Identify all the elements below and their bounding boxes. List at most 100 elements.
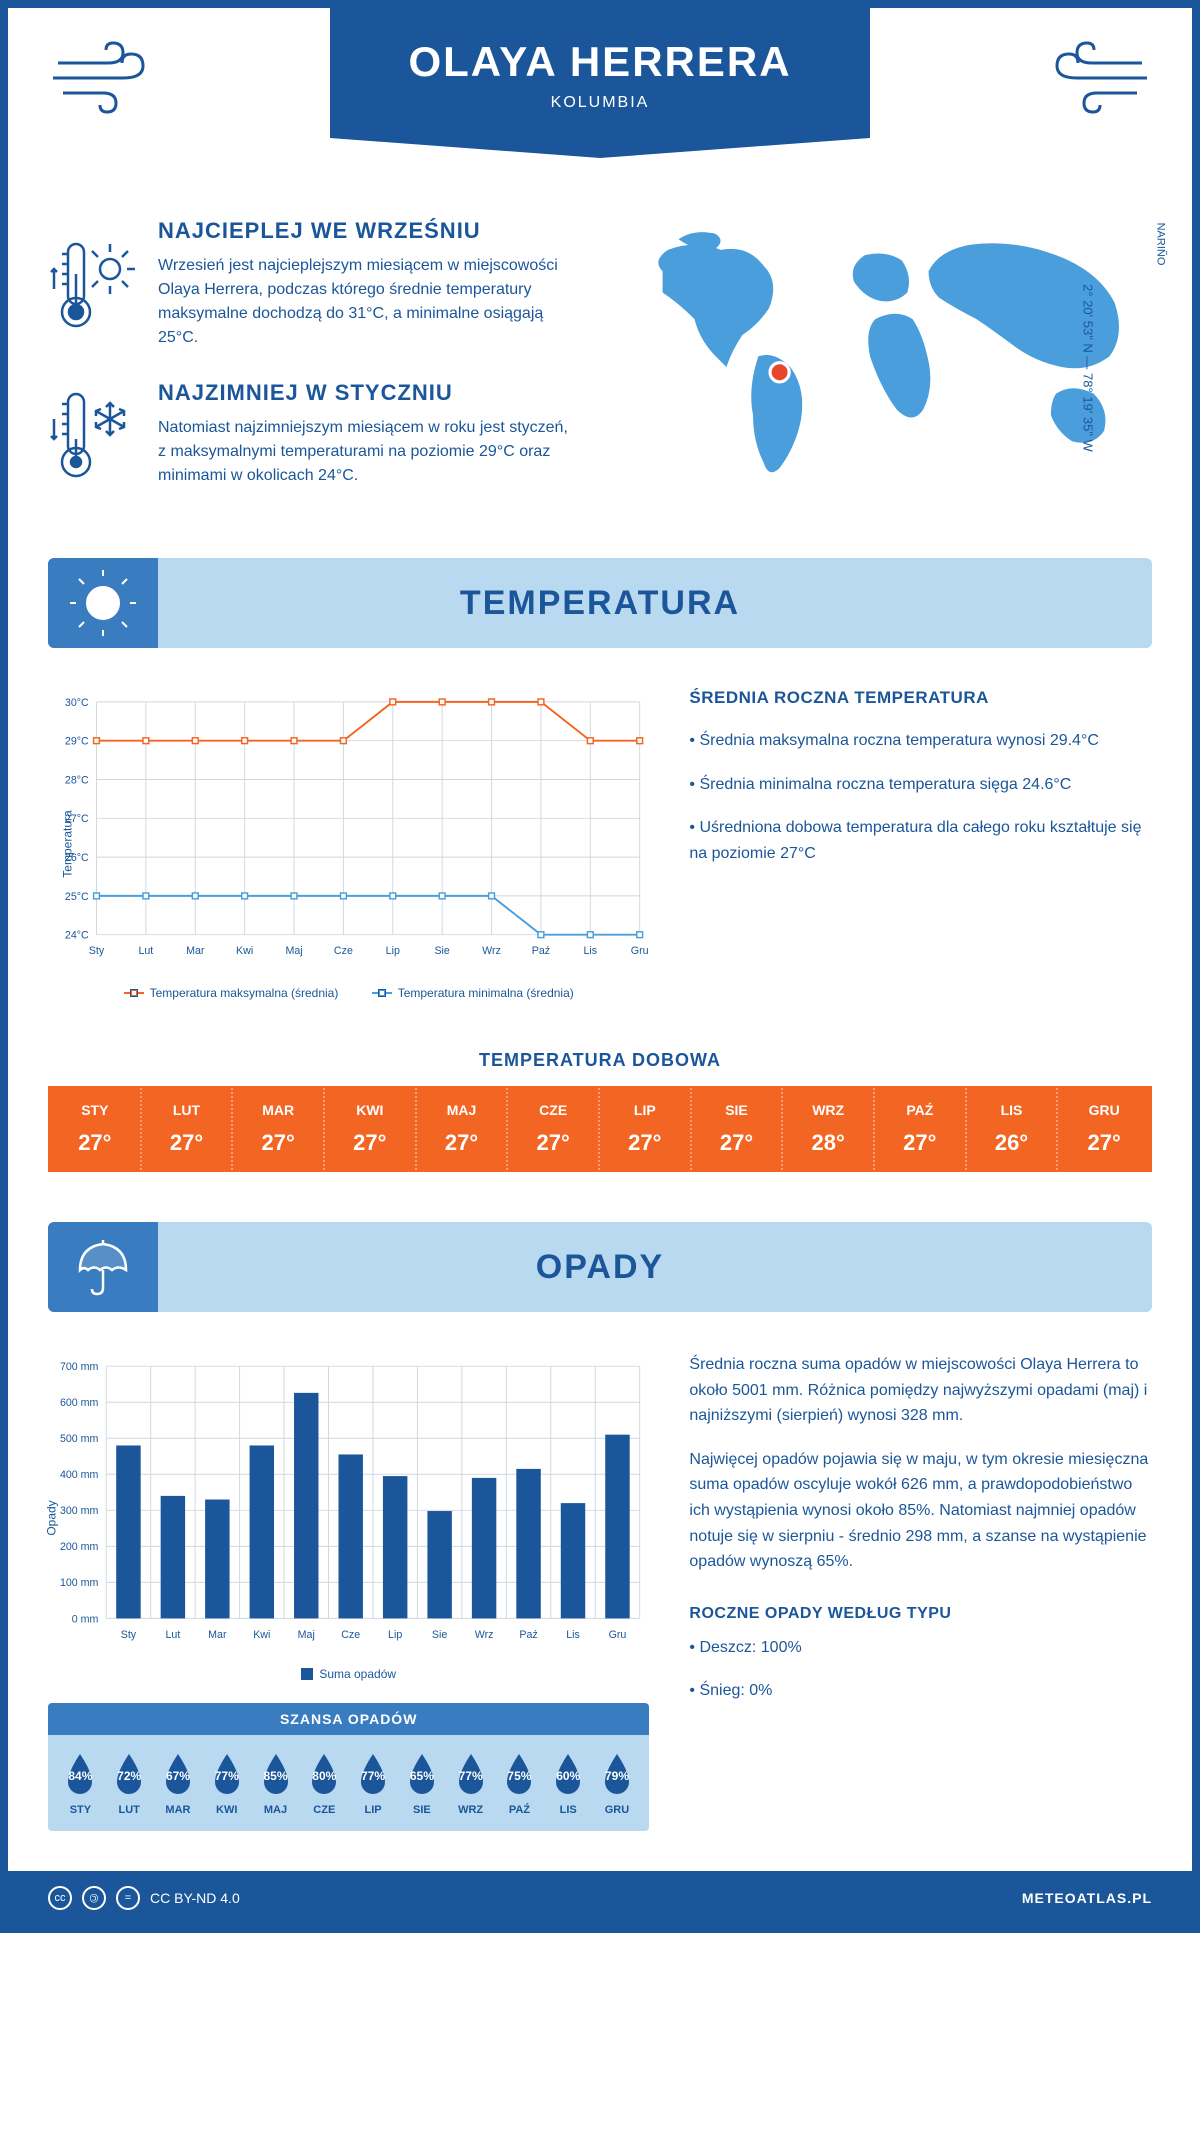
chance-cell: 72%LUT — [107, 1750, 152, 1816]
hot-info-block: NAJCIEPLEJ WE WRZEŚNIU Wrzesień jest naj… — [48, 218, 580, 350]
chance-cell: 79%GRU — [595, 1750, 640, 1816]
daily-temp-cell: KWI27° — [325, 1088, 417, 1170]
chance-cell: 80%CZE — [302, 1750, 347, 1816]
daily-temp-cell: LIP27° — [600, 1088, 692, 1170]
thermometer-hot-icon — [48, 218, 138, 350]
svg-text:100 mm: 100 mm — [60, 1577, 99, 1589]
svg-text:Maj: Maj — [285, 945, 302, 957]
daily-temp-cell: CZE27° — [508, 1088, 600, 1170]
cold-info-block: NAJZIMNIEJ W STYCZNIU Natomiast najzimni… — [48, 380, 580, 488]
wind-icon — [1042, 38, 1152, 134]
temperature-section-header: TEMPERATURA — [48, 558, 1152, 648]
temp-stat-item: • Średnia maksymalna roczna temperatura … — [689, 728, 1152, 754]
svg-text:300 mm: 300 mm — [60, 1505, 99, 1517]
svg-text:Maj: Maj — [298, 1629, 315, 1641]
temperature-chart: Temperatura 24°C25°C26°C27°C28°C29°C30°C… — [48, 688, 649, 1000]
world-map — [620, 218, 1152, 495]
svg-text:Kwi: Kwi — [236, 945, 253, 957]
svg-text:Mar: Mar — [208, 1629, 227, 1641]
precip-para-2: Najwięcej opadów pojawia się w maju, w t… — [689, 1447, 1152, 1575]
daily-temp-cell: LUT27° — [142, 1088, 234, 1170]
chance-cell: 65%SIE — [399, 1750, 444, 1816]
svg-text:Paź: Paź — [532, 945, 550, 957]
footer-license: cc 🄯 = CC BY-ND 4.0 — [48, 1886, 240, 1910]
hot-description: Wrzesień jest najcieplejszym miesiącem w… — [158, 254, 580, 350]
precipitation-chart: Opady 0 mm100 mm200 mm300 mm400 mm500 mm… — [48, 1352, 649, 1831]
wind-icon — [48, 38, 158, 134]
svg-text:28°C: 28°C — [65, 774, 89, 786]
map-column: NARIÑO 2° 20' 53" N — 78° 19' 35" W — [620, 218, 1152, 518]
temperature-stats: ŚREDNIA ROCZNA TEMPERATURA • Średnia mak… — [689, 688, 1152, 1000]
hot-info-text: NAJCIEPLEJ WE WRZEŚNIU Wrzesień jest naj… — [158, 218, 580, 350]
svg-text:Lut: Lut — [138, 945, 153, 957]
temperature-line-chart-svg: 24°C25°C26°C27°C28°C29°C30°CStyLutMarKwi… — [48, 688, 649, 968]
cold-info-text: NAJZIMNIEJ W STYCZNIU Natomiast najzimni… — [158, 380, 580, 488]
svg-text:Lip: Lip — [386, 945, 400, 957]
license-text: CC BY-ND 4.0 — [150, 1890, 240, 1906]
svg-text:Lis: Lis — [583, 945, 597, 957]
chance-cell: 75%PAŹ — [497, 1750, 542, 1816]
svg-text:Kwi: Kwi — [253, 1629, 270, 1641]
chance-cell: 84%STY — [58, 1750, 103, 1816]
precipitation-bar-chart-svg: 0 mm100 mm200 mm300 mm400 mm500 mm600 mm… — [48, 1352, 649, 1652]
precipitation-section-header: OPADY — [48, 1222, 1152, 1312]
chance-cell: 67%MAR — [156, 1750, 201, 1816]
chance-cell: 77%KWI — [204, 1750, 249, 1816]
chance-title: SZANSA OPADÓW — [48, 1703, 649, 1735]
daily-temp-cell: PAŹ27° — [875, 1088, 967, 1170]
page-subtitle: KOLUMBIA — [330, 94, 870, 112]
svg-text:Sie: Sie — [434, 945, 449, 957]
cold-title: NAJZIMNIEJ W STYCZNIU — [158, 380, 580, 406]
svg-text:Mar: Mar — [186, 945, 205, 957]
precipitation-heading: OPADY — [536, 1248, 664, 1287]
temperature-heading: TEMPERATURA — [460, 584, 740, 623]
svg-text:Cze: Cze — [341, 1629, 360, 1641]
svg-text:Gru: Gru — [631, 945, 649, 957]
chance-cell: 85%MAJ — [253, 1750, 298, 1816]
precip-type-item: • Śnieg: 0% — [689, 1678, 1152, 1704]
svg-text:Wrz: Wrz — [475, 1629, 494, 1641]
chance-cell: 77%WRZ — [448, 1750, 493, 1816]
svg-text:200 mm: 200 mm — [60, 1541, 99, 1553]
svg-text:Sty: Sty — [89, 945, 105, 957]
svg-text:Cze: Cze — [334, 945, 353, 957]
daily-temp-cell: LIS26° — [967, 1088, 1059, 1170]
cold-description: Natomiast najzimniejszym miesiącem w rok… — [158, 416, 580, 488]
region-label: NARIÑO — [1155, 223, 1167, 266]
info-section: NAJCIEPLEJ WE WRZEŚNIU Wrzesień jest naj… — [8, 188, 1192, 558]
temp-legend: Temperatura maksymalna (średnia) Tempera… — [48, 983, 649, 1000]
footer-site: METEOATLAS.PL — [1022, 1890, 1152, 1906]
svg-text:0 mm: 0 mm — [72, 1613, 99, 1625]
daily-temp-cell: SIE27° — [692, 1088, 784, 1170]
svg-text:700 mm: 700 mm — [60, 1361, 99, 1373]
temp-stat-item: • Uśredniona dobowa temperatura dla całe… — [689, 815, 1152, 866]
precip-type-title: ROCZNE OPADY WEDŁUG TYPU — [689, 1605, 1152, 1623]
by-icon: 🄯 — [82, 1886, 106, 1910]
legend-precip-label: Suma opadów — [319, 1667, 396, 1681]
footer: cc 🄯 = CC BY-ND 4.0 METEOATLAS.PL — [8, 1871, 1192, 1925]
svg-text:600 mm: 600 mm — [60, 1397, 99, 1409]
daily-temp-cell: MAJ27° — [417, 1088, 509, 1170]
hot-title: NAJCIEPLEJ WE WRZEŚNIU — [158, 218, 580, 244]
svg-text:29°C: 29°C — [65, 736, 89, 748]
sun-icon — [48, 558, 158, 648]
svg-text:30°C: 30°C — [65, 697, 89, 709]
daily-temp-cell: WRZ28° — [783, 1088, 875, 1170]
chance-cell: 60%LIS — [546, 1750, 591, 1816]
svg-text:Sty: Sty — [121, 1629, 137, 1641]
precip-y-axis-label: Opady — [45, 1500, 59, 1535]
page-title: OLAYA HERRERA — [330, 38, 870, 86]
svg-text:25°C: 25°C — [65, 891, 89, 903]
header: OLAYA HERRERA KOLUMBIA — [8, 8, 1192, 188]
nd-icon: = — [116, 1886, 140, 1910]
svg-text:Sie: Sie — [432, 1629, 447, 1641]
svg-text:Gru: Gru — [609, 1629, 627, 1641]
daily-temp-title: TEMPERATURA DOBOWA — [8, 1050, 1192, 1071]
cc-icon: cc — [48, 1886, 72, 1910]
precip-para-1: Średnia roczna suma opadów w miejscowośc… — [689, 1352, 1152, 1429]
legend-max-label: Temperatura maksymalna (średnia) — [150, 986, 339, 1000]
svg-text:24°C: 24°C — [65, 930, 89, 942]
daily-temp-cell: STY27° — [50, 1088, 142, 1170]
precipitation-stats: Średnia roczna suma opadów w miejscowośc… — [689, 1352, 1152, 1831]
info-text-column: NAJCIEPLEJ WE WRZEŚNIU Wrzesień jest naj… — [48, 218, 580, 518]
